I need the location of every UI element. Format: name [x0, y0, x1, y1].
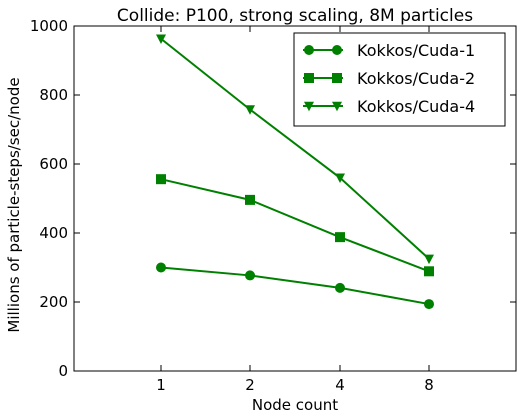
legend: Kokkos/Cuda-1 Kokkos/Cuda-2 Kokkos/Cuda-4 — [293, 32, 506, 127]
data-point — [156, 262, 166, 273]
x-tick-label: 1 — [156, 376, 166, 394]
x-tick-label: 4 — [335, 376, 345, 394]
y-axis-label: Millions of particle-steps/sec/node — [5, 77, 23, 332]
legend-label: Kokkos/Cuda-4 — [357, 97, 475, 116]
data-point — [335, 173, 345, 184]
data-point — [424, 254, 434, 265]
legend-marker-start — [304, 101, 314, 112]
series-line — [160, 266, 430, 306]
data-point — [335, 232, 345, 243]
plot-frame — [73, 25, 517, 372]
series-line — [160, 37, 430, 260]
data-point — [245, 194, 255, 205]
legend-label: Kokkos/Cuda-2 — [357, 69, 475, 88]
data-point — [156, 174, 166, 185]
x-axis-label: Node count — [252, 396, 338, 414]
data-point — [424, 266, 434, 277]
y-tick-label: 1000 — [30, 17, 68, 35]
legend-marker-start — [304, 45, 314, 55]
series-line — [160, 178, 430, 273]
series-group — [156, 34, 434, 310]
x-tick-label: 2 — [245, 376, 255, 394]
legend-marker-end — [332, 101, 342, 112]
data-point — [156, 34, 166, 45]
data-point — [245, 105, 255, 115]
legend-marker-end — [332, 45, 342, 55]
legend-label: Kokkos/Cuda-1 — [357, 41, 475, 60]
chart-title: Collide: P100, strong scaling, 8M partic… — [117, 6, 473, 26]
series-3 — [156, 34, 434, 265]
series-1 — [156, 262, 434, 310]
x-tick-label: 8 — [424, 376, 434, 394]
legend-box — [293, 32, 506, 127]
y-tick-label: 600 — [39, 155, 68, 173]
y-tick-label: 400 — [39, 224, 68, 242]
axis-ticks: 0 200 400 600 800 1000 1 2 4 8 — [30, 17, 516, 394]
y-tick-label: 0 — [58, 362, 68, 380]
data-point — [424, 299, 434, 310]
legend-marker-end — [332, 73, 342, 83]
y-tick-label: 800 — [39, 86, 68, 104]
data-point — [335, 282, 345, 293]
series-2 — [156, 174, 434, 277]
data-point — [245, 270, 255, 281]
y-tick-label: 200 — [39, 293, 68, 311]
legend-marker-start — [304, 73, 314, 83]
